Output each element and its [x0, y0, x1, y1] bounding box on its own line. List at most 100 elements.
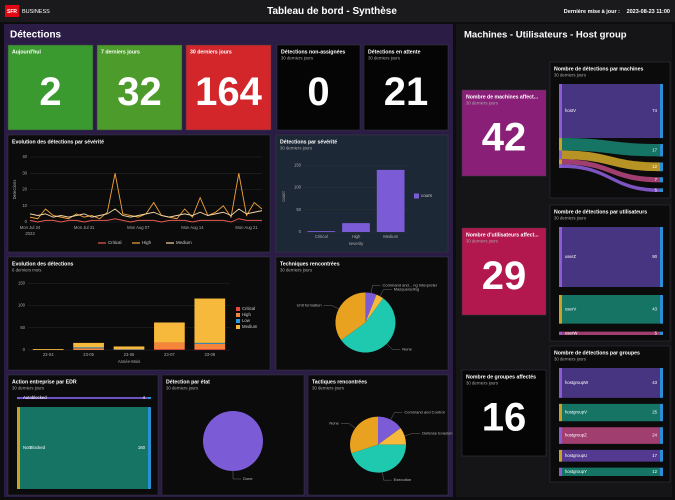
kpi-value: 164 — [195, 70, 262, 114]
node-label: userZ — [565, 254, 576, 259]
source-node — [559, 138, 562, 151]
source-node — [559, 427, 562, 444]
leader-line — [232, 471, 241, 480]
bar-segment — [73, 347, 104, 349]
node-label: hostgroupW — [565, 380, 589, 385]
y-tick-label: 100 — [294, 185, 302, 190]
series-line — [29, 218, 262, 223]
slice-label: None — [329, 421, 339, 426]
target-node — [660, 295, 663, 324]
panel-subtitle: 30 derniers jours — [466, 239, 498, 244]
kpi-value: 0 — [307, 70, 329, 114]
source-node — [17, 407, 20, 489]
panel — [461, 369, 547, 457]
slice-label: Execution — [394, 477, 412, 482]
target-node — [660, 144, 663, 157]
node-label: hostgroupZ — [565, 433, 587, 438]
flow — [562, 449, 660, 462]
bar — [376, 169, 405, 232]
target-node — [660, 162, 663, 172]
panel-title: Techniques rencontrées — [280, 261, 340, 267]
flow-value: 4 — [143, 395, 146, 400]
panel-subtitle: 30 derniers jours — [280, 146, 312, 151]
source-node — [559, 150, 562, 160]
slice-label: Masquerading — [394, 286, 419, 291]
x-axis-label: severity — [349, 241, 364, 246]
panel-subtitle: 30 derniers jours — [554, 357, 586, 362]
legend-label: Critical — [242, 306, 255, 311]
kpi-value: 16 — [482, 395, 527, 439]
slice-label: Unit formation — [297, 302, 322, 307]
pie-slice — [335, 292, 366, 341]
panel-subtitle: 30 derniers jours — [280, 268, 312, 273]
x-year-label: 2023 — [25, 231, 35, 236]
x-tick-label: 23-08 — [204, 352, 215, 357]
panel-title: Nombre de machines affect... — [466, 94, 539, 100]
updated-label: Dernière mise à jour : — [564, 9, 620, 15]
panel-title: Détection par état — [166, 379, 210, 385]
panel — [363, 44, 449, 131]
flow — [562, 84, 660, 139]
node-label: hostgroupV — [565, 410, 587, 415]
panel-subtitle: 30 derniers jours — [466, 381, 498, 386]
flow — [562, 295, 660, 324]
x-tick-label: Mon Jul 31 — [74, 225, 95, 230]
panel — [276, 44, 361, 131]
kpi-value: 32 — [117, 70, 162, 114]
panel-subtitle: 30 derniers jours — [312, 386, 344, 391]
page-title: Tableau de bord - Synthèse — [267, 6, 397, 17]
bar-segment — [154, 322, 185, 343]
legend-label: Critical — [108, 240, 121, 245]
bar-segment — [194, 343, 226, 350]
flow — [562, 150, 660, 172]
source-node — [559, 227, 562, 287]
y-tick-label: 0 — [23, 347, 26, 352]
target-node — [660, 331, 663, 335]
panel-title: 30 derniers jours — [190, 49, 232, 55]
node-label: Autoblocked — [23, 395, 47, 400]
leader-line — [323, 305, 339, 310]
pie-slice — [351, 444, 406, 473]
legend-swatch — [236, 313, 240, 317]
flow-value: 24 — [652, 433, 657, 438]
slice-label: None — [402, 346, 412, 351]
kpi-value: 42 — [482, 115, 527, 159]
x-tick-label: Mon Aug 14 — [181, 225, 204, 230]
leader-line — [404, 433, 421, 437]
flow-value: 25 — [652, 410, 657, 415]
panel-title: Nombre de détections par machines — [554, 66, 643, 72]
panel — [185, 44, 272, 131]
flow-value: 17 — [652, 147, 657, 152]
panel — [7, 134, 271, 253]
y-tick-label: 10 — [22, 203, 27, 208]
panel-title: Nombre de détections par groupes — [554, 350, 640, 356]
bar-segment — [194, 349, 226, 350]
panel-subtitle: 6 derniers mois — [12, 268, 41, 273]
flow — [562, 159, 660, 183]
flow — [20, 397, 148, 400]
pie-slice — [341, 298, 396, 353]
pie-slice — [378, 416, 401, 445]
source-node — [559, 331, 562, 335]
slice-label: Command and... ng Interpreter — [383, 282, 438, 287]
bar-segment — [194, 342, 226, 344]
panel-title: Evolution des détections par sévérité — [12, 139, 104, 145]
section-title: Machines - Utilisateurs - Host group — [464, 30, 627, 41]
source-node — [559, 403, 562, 422]
node-label: NotBlocked — [23, 445, 46, 450]
y-axis-label: Detections — [12, 180, 17, 200]
updated: 2023-08-23 11:00 — [627, 9, 670, 15]
panel — [7, 44, 94, 131]
header-bar — [0, 0, 675, 22]
y-axis-label: count — [281, 191, 286, 202]
flow-value: 160 — [138, 445, 146, 450]
pie-slice — [378, 428, 406, 445]
panel-title: Tactiques rencontrées — [312, 379, 367, 385]
x-axis-label: Année-Mois — [118, 359, 140, 364]
flow-value: 74 — [652, 108, 657, 113]
panel-subtitle: 30 derniers jours — [12, 386, 44, 391]
flow-value: 17 — [652, 453, 657, 458]
target-node — [660, 84, 663, 139]
